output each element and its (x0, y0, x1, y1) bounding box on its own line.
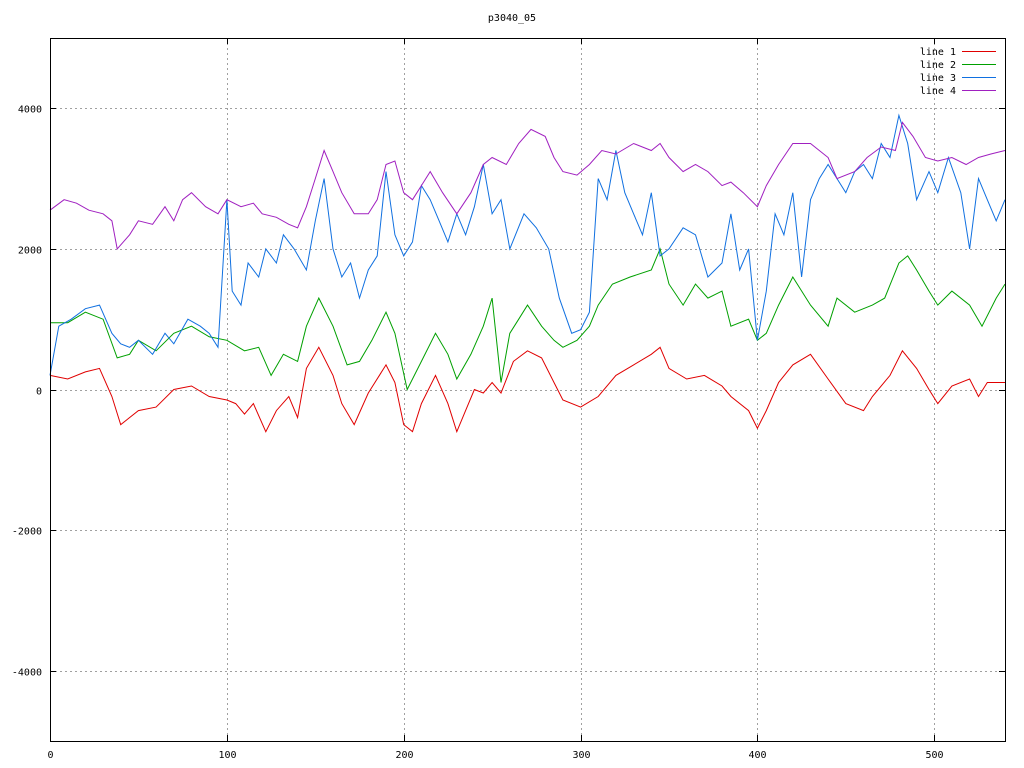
y-tick-label: -4000 (12, 668, 42, 679)
series-group (49, 113, 1006, 434)
legend: line 1 line 2 line 3 line 4 (920, 47, 996, 97)
y-tick-label: -2000 (12, 527, 42, 538)
grid (50, 38, 1005, 741)
y-tick-label: 0 (36, 387, 42, 398)
axis-ticks: 0 100 200 300 400 500 -4000 -2000 0 2000 4000 (12, 38, 1005, 761)
chart-title: p3040_05 (488, 13, 536, 24)
series-line-2 (50, 247, 1006, 391)
legend-label-4: line 4 (920, 86, 956, 97)
legend-label-1: line 1 (920, 47, 956, 58)
x-tick-label: 100 (218, 750, 236, 761)
series-line-3 (49, 113, 1006, 376)
series-line-4 (49, 121, 1006, 250)
legend-label-2: line 2 (920, 60, 956, 71)
x-tick-label: 0 (47, 750, 53, 761)
x-tick-label: 300 (572, 750, 590, 761)
legend-label-3: line 3 (920, 73, 956, 84)
x-tick-label: 200 (395, 750, 413, 761)
y-tick-label: 2000 (18, 246, 42, 257)
series-line-1 (49, 346, 1005, 434)
y-tick-label: 4000 (18, 105, 42, 116)
plot-frame (50, 38, 1006, 742)
x-tick-label: 400 (748, 750, 766, 761)
x-tick-label: 500 (925, 750, 943, 761)
